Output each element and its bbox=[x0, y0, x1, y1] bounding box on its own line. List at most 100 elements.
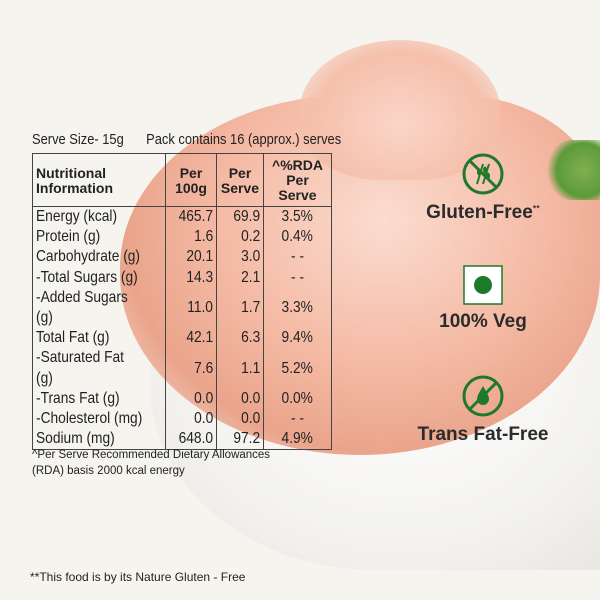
nutrient-name: -Trans Fat (g) bbox=[33, 389, 166, 409]
per-100g-value-text: 14.3 bbox=[186, 268, 213, 286]
per-serve-value: 2.1 bbox=[216, 267, 264, 288]
table-row: -Total Sugars (g) 14.3 2.1 - - bbox=[33, 267, 332, 288]
table-row: Carbohydrate (g) 20.1 3.0 - - bbox=[33, 247, 332, 268]
per-100g-value-text: 0.0 bbox=[193, 389, 213, 407]
per-serve-value: 97.2 bbox=[216, 429, 264, 450]
table-row: Energy (kcal) 465.7 69.9 3.5% bbox=[33, 206, 332, 228]
rda-value: 5.2% bbox=[263, 348, 332, 389]
rda-value-text: - - bbox=[290, 268, 304, 286]
table-row: Sodium (mg) 648.0 97.2 4.9% bbox=[33, 429, 332, 450]
parsley-garnish-image bbox=[545, 140, 600, 200]
nutrient-name: Sodium (mg) bbox=[33, 429, 166, 450]
badge-label: Gluten-Free bbox=[426, 202, 533, 223]
per-100g-value-text: 1.6 bbox=[193, 228, 213, 246]
rda-value: - - bbox=[263, 409, 332, 430]
per-serve-value: 0.0 bbox=[216, 409, 264, 430]
rda-value: 3.5% bbox=[263, 206, 332, 228]
per-100g-value: 648.0 bbox=[165, 429, 217, 450]
nutrient-name: -Added Sugars (g) bbox=[33, 288, 166, 328]
nutrient-name: Energy (kcal) bbox=[33, 207, 166, 228]
per-100g-value-text: 465.7 bbox=[178, 208, 213, 225]
rda-value: - - bbox=[263, 267, 332, 288]
rda-value: 0.0% bbox=[263, 388, 332, 410]
per-100g-value: 0.0 bbox=[165, 409, 217, 430]
per-serve-value: 6.3 bbox=[216, 328, 264, 349]
per-serve-value-text: 3.0 bbox=[240, 248, 260, 266]
rda-value: 9.4% bbox=[263, 328, 332, 349]
per-100g-value: 0.0 bbox=[165, 388, 217, 410]
nutrient-name-text: -Saturated Fat (g) bbox=[36, 349, 124, 387]
footnote-line: ^Per Serve Recommended Dietary Allowance… bbox=[32, 449, 271, 461]
per-100g-value-text: 42.1 bbox=[186, 329, 213, 347]
rda-value: 4.9% bbox=[263, 429, 332, 450]
veg-symbol-icon bbox=[463, 265, 503, 305]
footnote-line: (RDA) basis 2000 kcal energy bbox=[32, 465, 185, 477]
header-nutrient: Nutritional Information bbox=[32, 153, 166, 207]
per-100g-value: 14.3 bbox=[165, 267, 217, 288]
header-per-serve: Per Serve bbox=[216, 153, 264, 207]
rda-value: 3.3% bbox=[263, 287, 332, 329]
per-serve-value: 0.0 bbox=[216, 388, 264, 410]
table-row: -Added Sugars (g) 11.0 1.7 3.3% bbox=[33, 287, 332, 329]
table-row: -Trans Fat (g) 0.0 0.0 0.0% bbox=[33, 388, 332, 410]
per-100g-value-text: 7.6 bbox=[193, 359, 213, 377]
per-serve-value: 69.9 bbox=[216, 206, 264, 228]
per-100g-value: 11.0 bbox=[165, 287, 217, 329]
nutrient-name: Protein (g) bbox=[33, 227, 166, 247]
nutrient-name-text: -Trans Fat (g) bbox=[36, 389, 120, 407]
per-serve-value-text: 0.0 bbox=[240, 389, 260, 407]
rda-value-text: 5.2% bbox=[281, 359, 314, 377]
per-100g-value: 465.7 bbox=[165, 206, 217, 228]
nutrient-name: Carbohydrate (g) bbox=[33, 247, 166, 267]
per-100g-value: 7.6 bbox=[165, 348, 217, 389]
trans-fat-free-badge: Trans Fat-Free bbox=[393, 374, 573, 446]
table-row: Total Fat (g) 42.1 6.3 9.4% bbox=[33, 328, 332, 349]
nutrient-name-text: Sodium (mg) bbox=[36, 430, 115, 448]
nutrient-name-text: Energy (kcal) bbox=[36, 208, 118, 225]
rda-value-text: 3.3% bbox=[281, 298, 314, 316]
per-serve-value-text: 2.1 bbox=[240, 268, 260, 286]
per-100g-value-text: 11.0 bbox=[187, 298, 213, 316]
per-100g-value: 20.1 bbox=[165, 247, 217, 268]
nutrient-name-text: Carbohydrate (g) bbox=[36, 248, 141, 266]
table-row: Protein (g) 1.6 0.2 0.4% bbox=[33, 227, 332, 248]
header-per-100g: Per 100g bbox=[165, 153, 217, 207]
header-rda: ^%RDA Per Serve bbox=[263, 153, 332, 207]
badge-footnote-mark: ** bbox=[532, 203, 540, 214]
no-oil-drop-icon bbox=[462, 375, 504, 417]
nutrient-name-text: Total Fat (g) bbox=[36, 329, 110, 347]
no-wheat-icon bbox=[462, 153, 504, 195]
badge-label: Trans Fat-Free bbox=[417, 424, 549, 445]
per-serve-value-text: 97.2 bbox=[233, 430, 260, 448]
badge-label: 100% Veg bbox=[439, 311, 527, 332]
pack-info: Pack contains 16 (approx.) serves bbox=[146, 131, 342, 148]
cream-peak-image bbox=[300, 40, 500, 180]
veg-badge: 100% Veg bbox=[393, 265, 573, 333]
per-100g-value-text: 20.1 bbox=[186, 248, 213, 266]
table-row: -Cholesterol (mg) 0.0 0.0 - - bbox=[33, 409, 332, 430]
nutrient-name: -Cholesterol (mg) bbox=[33, 409, 166, 429]
per-serve-value-text: 1.7 bbox=[240, 298, 260, 316]
rda-value-text: 9.4% bbox=[281, 329, 314, 347]
per-serve-value-text: 6.3 bbox=[240, 329, 260, 347]
rda-footnote: ^Per Serve Recommended Dietary Allowance… bbox=[32, 447, 270, 479]
per-100g-value-text: 648.0 bbox=[178, 430, 213, 448]
serve-info: Serve Size- 15g Pack contains 16 (approx.… bbox=[32, 131, 341, 148]
rda-value: - - bbox=[263, 247, 332, 268]
nutrient-name: -Total Sugars (g) bbox=[33, 268, 166, 288]
table-row: -Saturated Fat (g) 7.6 1.1 5.2% bbox=[33, 348, 332, 389]
rda-value-text: 0.4% bbox=[281, 228, 314, 246]
serve-size: Serve Size- 15g bbox=[32, 131, 124, 148]
per-100g-value-text: 0.0 bbox=[193, 410, 213, 428]
per-serve-value: 3.0 bbox=[216, 247, 264, 268]
rda-value-text: - - bbox=[290, 410, 304, 428]
rda-value: 0.4% bbox=[263, 227, 332, 248]
per-100g-value: 42.1 bbox=[165, 328, 217, 349]
per-serve-value-text: 0.0 bbox=[240, 410, 260, 428]
per-serve-value-text: 69.9 bbox=[233, 208, 260, 225]
nutrient-name-text: -Added Sugars (g) bbox=[36, 288, 128, 327]
rda-value-text: 0.0% bbox=[281, 389, 314, 407]
nutrition-table: Nutritional Information Per 100g Per Ser… bbox=[32, 153, 332, 451]
per-serve-value: 0.2 bbox=[216, 227, 264, 248]
nutrient-name: Total Fat (g) bbox=[33, 328, 166, 348]
